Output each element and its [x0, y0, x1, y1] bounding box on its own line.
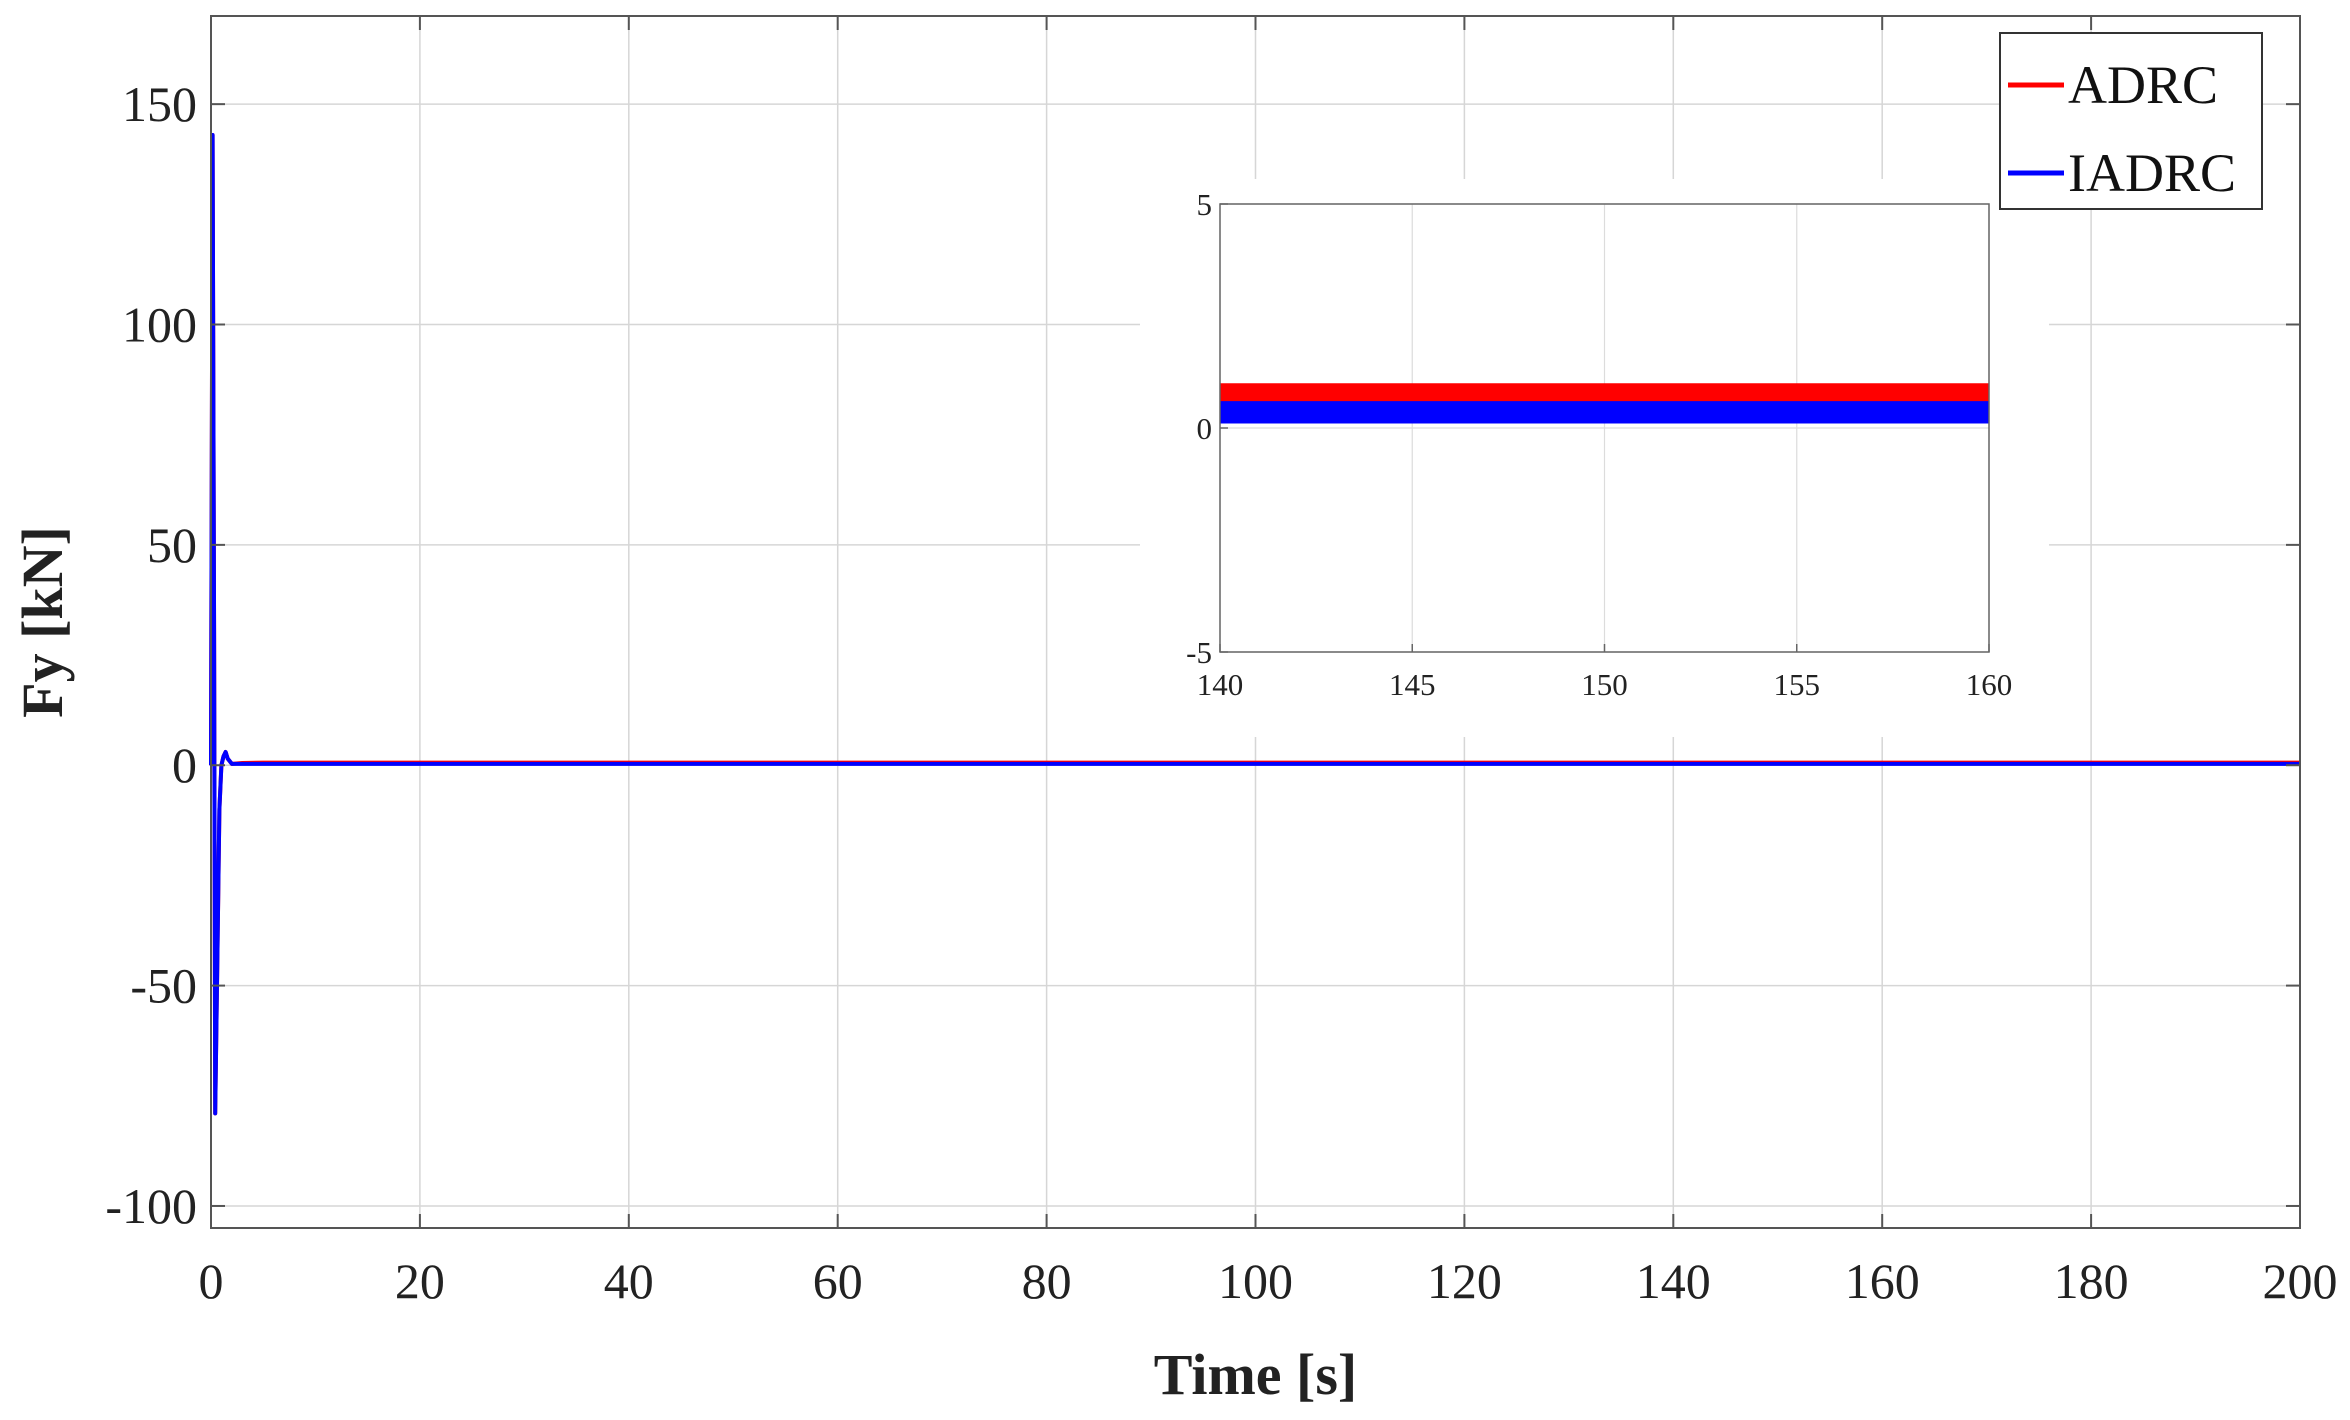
inset-x-tick-label: 145: [1389, 667, 1436, 702]
inset-y-tick-label: 5: [1197, 187, 1213, 222]
inset-x-tick-label: 155: [1774, 667, 1821, 702]
inset-y-tick-label: 0: [1197, 411, 1213, 446]
main-x-tick-label: 0: [199, 1253, 224, 1309]
main-series-layer: [209, 133, 2300, 1116]
main-x-tick-label: 140: [1636, 1253, 1711, 1309]
legend: ADRC IADRC: [1999, 32, 2263, 210]
main-y-tick-label: -50: [130, 958, 197, 1014]
inset-x-tick-label: 160: [1966, 667, 2013, 702]
main-x-tick-label: 120: [1427, 1253, 1502, 1309]
inset-tick-labels: 140 145 150 155 160 -5 0 5: [1186, 187, 2012, 702]
main-x-tick-label: 200: [2263, 1253, 2338, 1309]
inset-y-tick-label: -5: [1186, 635, 1212, 670]
main-x-tick-label: 80: [1022, 1253, 1072, 1309]
legend-box: [1999, 32, 2263, 210]
inset-x-tick-label: 150: [1581, 667, 1628, 702]
main-y-tick-label: 150: [122, 76, 197, 132]
main-y-tick-label: 0: [172, 737, 197, 793]
main-y-tick-label: -100: [105, 1178, 197, 1234]
inset-band-iadrc: [1220, 401, 1989, 424]
inset-chart: 140 145 150 155 160 -5 0 5: [1140, 179, 2049, 737]
main-y-tick-label: 50: [147, 517, 197, 573]
main-y-tick-label: 100: [122, 297, 197, 353]
main-x-tick-label: 60: [813, 1253, 863, 1309]
main-x-tick-label: 40: [604, 1253, 654, 1309]
legend-label-iadrc: IADRC: [2068, 143, 2236, 203]
y-axis-title: Fy [kN]: [10, 526, 75, 718]
main-x-tick-label: 160: [1845, 1253, 1920, 1309]
main-x-tick-label: 20: [395, 1253, 445, 1309]
inset-background: [1140, 179, 2049, 737]
series-line-iadrc: [209, 133, 2300, 1116]
inset-series-layer: [1220, 383, 1989, 424]
main-tick-labels: 0 20 40 60 80 100 120 140 160 180 200-100-50050100…: [105, 16, 2338, 1309]
legend-label-adrc: ADRC: [2068, 55, 2218, 115]
inset-x-tick-label: 140: [1197, 667, 1244, 702]
main-x-tick-label: 180: [2054, 1253, 2129, 1309]
inset-band-adrc: [1220, 383, 1989, 406]
x-axis-title: Time [s]: [1154, 1342, 1358, 1407]
main-x-tick-label: 100: [1218, 1253, 1293, 1309]
